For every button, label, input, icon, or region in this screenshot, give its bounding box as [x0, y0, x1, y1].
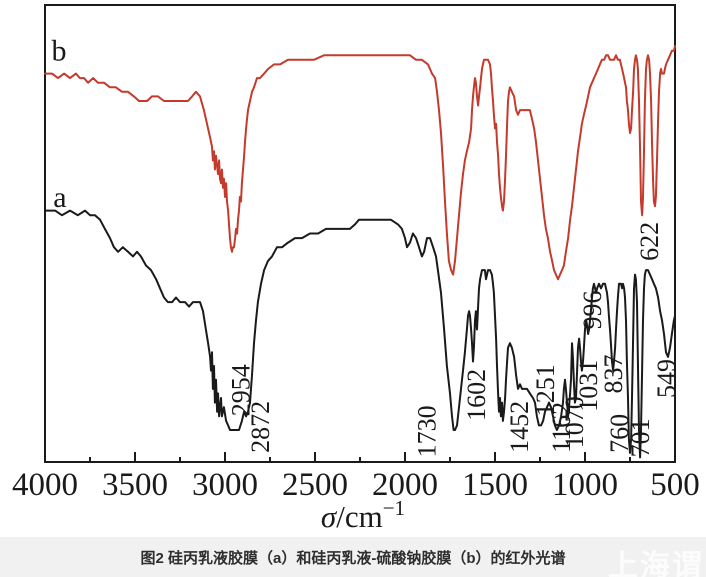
- x-tick-label: 2500: [282, 467, 348, 503]
- watermark-text: 上海谓: [608, 550, 704, 577]
- peak-label-837: 837: [599, 354, 628, 393]
- x-tick-label: 3500: [102, 467, 168, 503]
- x-axis-title: σ/cm−1: [321, 496, 405, 534]
- curve-b: [44, 45, 676, 281]
- series-label-a: a: [53, 181, 66, 214]
- peak-label-2872: 2872: [246, 401, 275, 453]
- peak-label-1162: 1162: [547, 402, 576, 453]
- peak-label-701: 701: [626, 418, 655, 457]
- peak-label-1602: 1602: [462, 369, 491, 421]
- caption-bar: 图2 硅丙乳液胶膜（a）和硅丙乳液-硫酸钠胶膜（b）的红外光谱: [0, 537, 706, 577]
- peak-label-1730: 1730: [413, 405, 442, 457]
- spectrum-plot: 4000 3500 3000 2500 2000 1500 1000 500 b a 2954287…: [12, 4, 700, 534]
- series-label-b: b: [52, 35, 67, 68]
- x-tick-label: 1000: [552, 467, 618, 503]
- x-tick-label: 1500: [462, 467, 528, 503]
- x-tick-label: 500: [650, 467, 700, 503]
- peak-label-1251: 1251: [531, 364, 560, 416]
- peak-label-1070: 1070: [560, 396, 589, 448]
- x-tick-label: 2000: [372, 467, 438, 503]
- peak-label-996: 996: [578, 290, 607, 329]
- peak-label-622: 622: [635, 222, 664, 261]
- peak-label-549: 549: [652, 359, 681, 398]
- peak-label-2954: 2954: [226, 364, 255, 416]
- peak-label-1452: 1452: [505, 401, 534, 453]
- x-tick-label: 4000: [12, 467, 78, 503]
- figure-caption: 图2 硅丙乳液胶膜（a）和硅丙乳液-硫酸钠胶膜（b）的红外光谱: [140, 550, 566, 567]
- x-tick-label: 3000: [192, 467, 258, 503]
- peak-label-1031: 1031: [574, 360, 603, 412]
- peak-label-760: 760: [605, 414, 634, 453]
- curve-a: [44, 209, 676, 459]
